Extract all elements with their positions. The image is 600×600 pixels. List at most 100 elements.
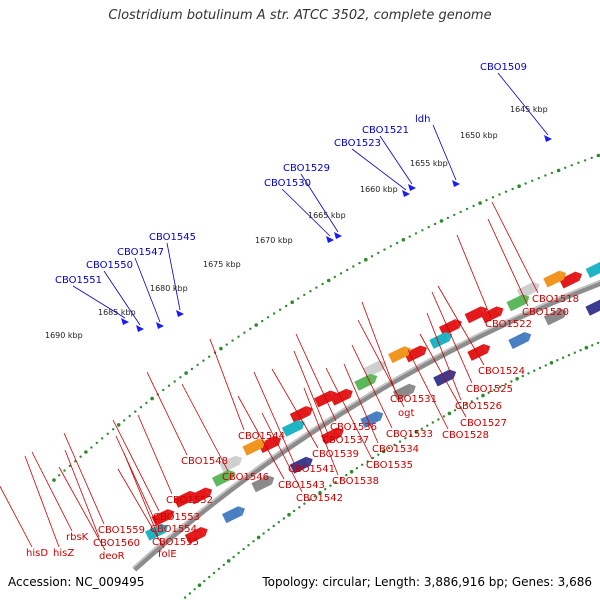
outer-tick-dot: [106, 432, 109, 435]
outer-tick-dot: [134, 410, 137, 413]
gene-feature: [329, 388, 353, 406]
reverse-gene-leader: [303, 387, 339, 476]
reverse-gene-label: CBO1544: [238, 431, 285, 442]
gene-feature-arrowhead: [258, 438, 266, 448]
inner-tick-dot: [361, 463, 364, 466]
inner-tick-dot: [561, 356, 565, 359]
gene-feature-arrowhead: [409, 383, 416, 393]
gene-feature-body: [173, 490, 195, 508]
reverse-gene-leader: [491, 201, 539, 294]
gene-feature-body: [543, 308, 565, 326]
outer-tick-dot: [401, 238, 406, 242]
reverse-gene-leader: [357, 319, 405, 408]
outer-tick-dot: [284, 304, 288, 308]
reverse-gene-leader: [271, 368, 319, 449]
outer-tick-dot: [352, 265, 355, 268]
outer-tick-dot: [290, 300, 295, 305]
gene-feature: [354, 373, 378, 391]
inner-tick-dot: [212, 571, 216, 575]
reverse-gene-label: CBO1541: [288, 464, 335, 475]
inner-tick-dot: [549, 361, 554, 365]
gene-feature-arrowhead: [480, 306, 488, 316]
gene-feature-arrowhead: [274, 436, 282, 446]
forward-gene-label: CBO1523: [334, 138, 381, 149]
forward-arrow-icon: [156, 322, 164, 329]
reverse-gene-leader: [112, 419, 160, 512]
outer-tick-dot: [190, 367, 194, 371]
inner-tick-dot: [579, 349, 582, 352]
outer-tick-dot: [266, 316, 270, 319]
inner-tick-dot: [203, 579, 206, 583]
outer-tick-dot: [261, 319, 264, 323]
forward-gene-leader: [497, 72, 549, 136]
inner-tick-dot: [487, 391, 490, 394]
gene-feature-body: [388, 346, 409, 364]
gene-feature: [404, 345, 427, 363]
outer-tick-dot: [202, 359, 205, 362]
forward-gene-leader: [281, 188, 331, 237]
inner-tick-dot: [292, 509, 296, 513]
inner-tick-dot: [584, 345, 589, 350]
forward-gene-leader: [300, 173, 339, 233]
gene-feature-arrowhead: [455, 319, 462, 329]
inner-tick-dot: [437, 418, 440, 421]
inner-tick-dot: [226, 559, 231, 563]
inner-tick-dot: [498, 385, 502, 389]
tick-label: 1680 kbp: [150, 284, 188, 293]
gene-feature-body: [429, 331, 450, 349]
forward-gene-label: CBO1530: [264, 178, 311, 189]
gene-feature-arrowhead: [370, 373, 378, 383]
reverse-gene-leader: [137, 414, 173, 495]
reverse-gene-leader: [295, 333, 337, 422]
reverse-gene-leader: [64, 449, 100, 538]
genome-backbone: [132, 279, 600, 572]
gene-feature-arrowhead: [238, 506, 245, 516]
gene-feature: [189, 487, 213, 505]
gene-feature: [289, 456, 313, 474]
gene-feature: [585, 261, 600, 278]
outer-tick-dot: [116, 423, 121, 427]
gene-feature: [251, 475, 275, 493]
reverse-gene-label: CBO1537: [322, 435, 369, 446]
gene-feature-body: [314, 390, 335, 408]
forward-arrow-icon: [402, 190, 410, 197]
forward-arrow-icon: [121, 318, 129, 325]
reverse-gene-leader: [325, 367, 373, 460]
gene-feature-body: [212, 469, 233, 487]
inner-tick-dot: [252, 540, 255, 543]
gene-feature-body: [363, 360, 384, 378]
gene-feature-arrowhead: [167, 509, 175, 519]
outer-tick-dot: [478, 201, 482, 205]
reverse-gene-leader: [431, 291, 473, 384]
outer-tick-dot: [498, 193, 501, 196]
outer-tick-dot: [544, 174, 547, 177]
inner-tick-dot: [329, 484, 332, 487]
forward-gene-leader: [103, 270, 141, 326]
gene-feature: [585, 298, 600, 316]
outer-tick-dot: [196, 363, 199, 367]
gene-feature-arrowhead: [496, 306, 504, 316]
reverse-gene-label: CBO1553: [153, 512, 200, 523]
outer-tick-dot: [346, 268, 349, 272]
reverse-gene-label: CBO1528: [442, 430, 489, 441]
reverse-gene-label: CBO1538: [332, 476, 379, 487]
gene-feature: [543, 270, 567, 288]
gene-feature: [360, 411, 384, 429]
reverse-gene-label: CBO1548: [181, 456, 228, 467]
outer-tick-dot: [570, 164, 573, 167]
gene-feature-body: [464, 306, 486, 324]
reverse-gene-label: CBO1536: [330, 422, 377, 433]
inner-tick-dot: [596, 341, 600, 345]
inner-tick-dot: [533, 369, 536, 372]
inner-tick-dot: [544, 364, 547, 367]
gene-feature-body: [329, 388, 351, 406]
gene-feature-arrowhead: [189, 490, 197, 500]
gene-feature: [151, 509, 175, 527]
inner-tick-dot: [366, 460, 369, 463]
inner-tick-dot: [193, 588, 196, 591]
outer-tick-dot: [231, 339, 234, 342]
outer-tick-dot: [596, 153, 600, 158]
gene-feature-arrowhead: [559, 270, 567, 280]
inner-tick-dot: [409, 433, 413, 437]
